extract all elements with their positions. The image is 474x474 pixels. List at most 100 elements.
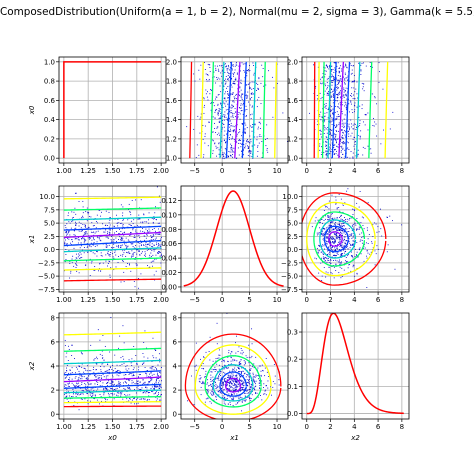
sample-point — [227, 374, 229, 376]
sample-point — [109, 255, 111, 257]
sample-point — [239, 129, 241, 131]
sample-point — [337, 235, 339, 237]
sample-point — [80, 393, 82, 395]
sample-point — [325, 150, 327, 152]
sample-point — [149, 367, 151, 369]
sample-point — [348, 228, 350, 230]
sample-point — [350, 103, 352, 105]
sample-point — [332, 260, 334, 261]
sample-point — [392, 220, 393, 222]
tick-label-y: 2.0 — [166, 58, 177, 66]
sample-point — [341, 134, 343, 136]
sample-point — [66, 389, 68, 391]
sample-point — [325, 107, 327, 109]
sample-point — [329, 152, 331, 154]
sample-point — [325, 154, 327, 156]
sample-point — [211, 380, 213, 382]
sample-point — [320, 154, 322, 155]
sample-point — [91, 239, 93, 241]
sample-point — [222, 115, 224, 117]
sample-point — [231, 383, 233, 385]
sample-point — [246, 374, 248, 376]
sample-point — [333, 146, 335, 148]
sample-point — [156, 385, 158, 387]
sample-point — [344, 245, 346, 247]
sample-point — [67, 215, 69, 217]
sample-point — [332, 246, 333, 248]
sample-point — [123, 374, 125, 376]
sample-point — [337, 138, 339, 140]
sample-point — [146, 375, 148, 377]
sample-point — [217, 377, 219, 379]
sample-point — [349, 234, 351, 236]
sample-point — [123, 281, 125, 283]
sample-point — [110, 250, 112, 251]
sample-point — [135, 231, 137, 233]
sample-point — [71, 344, 73, 346]
sample-point — [136, 265, 138, 266]
sample-point — [128, 368, 130, 370]
sample-point — [347, 267, 349, 269]
sample-point — [321, 117, 323, 118]
sample-point — [327, 87, 328, 89]
sample-point — [394, 268, 396, 270]
sample-point — [315, 86, 317, 87]
sample-point — [71, 221, 73, 223]
sample-point — [79, 247, 81, 249]
sample-point — [333, 87, 335, 89]
sample-point — [78, 365, 80, 367]
sample-point — [351, 72, 353, 74]
sample-point — [336, 207, 338, 209]
sample-point — [336, 141, 337, 143]
sample-point — [239, 363, 241, 365]
sample-point — [338, 249, 340, 250]
sample-point — [81, 392, 83, 394]
sample-point — [340, 146, 342, 148]
sample-point — [345, 257, 347, 258]
sample-point — [152, 337, 154, 339]
sample-point — [128, 400, 130, 402]
sample-point — [234, 79, 236, 81]
sample-point — [319, 245, 320, 247]
sample-point — [330, 262, 332, 264]
sample-point — [240, 371, 242, 372]
sample-point — [327, 92, 329, 94]
sample-point — [146, 373, 148, 375]
sample-point — [366, 255, 367, 257]
sample-point — [123, 387, 125, 389]
sample-point — [127, 394, 129, 396]
sample-point — [386, 216, 388, 218]
sample-point — [248, 374, 250, 376]
sample-point — [113, 239, 115, 241]
sample-point — [111, 240, 113, 242]
sample-point — [158, 392, 159, 394]
sample-point — [104, 231, 106, 233]
tick-label-x: 8 — [400, 423, 404, 431]
sample-point — [218, 377, 220, 379]
sample-point — [250, 141, 252, 143]
sample-point — [211, 371, 213, 373]
sample-point — [354, 105, 356, 107]
tick-label-y: 0.0 — [44, 246, 55, 254]
sample-point — [117, 245, 119, 247]
sample-point — [365, 242, 367, 244]
sample-point — [335, 234, 337, 236]
sample-point — [338, 241, 340, 243]
sample-point — [134, 235, 136, 237]
sample-point — [212, 131, 214, 133]
sample-point — [106, 246, 108, 248]
sample-point — [340, 229, 342, 231]
sample-point — [330, 95, 332, 97]
sample-point — [342, 231, 344, 233]
sample-point — [101, 350, 103, 352]
sample-point — [249, 104, 251, 106]
sample-point — [208, 80, 210, 82]
sample-point — [373, 222, 375, 224]
sample-point — [240, 104, 242, 106]
sample-point — [206, 390, 208, 392]
sample-point — [224, 83, 226, 85]
sample-point — [105, 375, 107, 377]
sample-point — [235, 375, 237, 377]
sample-point — [128, 387, 130, 389]
sample-point — [251, 93, 253, 95]
